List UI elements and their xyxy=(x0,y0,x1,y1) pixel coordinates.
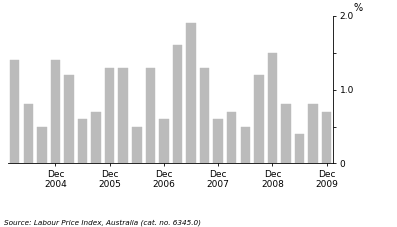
Bar xyxy=(281,104,291,163)
Bar xyxy=(78,119,87,163)
Bar xyxy=(214,119,223,163)
Bar xyxy=(146,67,155,163)
Bar xyxy=(254,75,264,163)
Bar xyxy=(132,126,142,163)
Bar xyxy=(186,23,196,163)
Bar xyxy=(105,67,114,163)
Bar xyxy=(227,112,237,163)
Bar xyxy=(51,60,60,163)
Bar xyxy=(241,126,250,163)
Bar xyxy=(37,126,46,163)
Bar xyxy=(200,67,209,163)
Bar xyxy=(173,45,182,163)
Bar xyxy=(159,119,169,163)
Bar xyxy=(295,134,304,163)
Bar xyxy=(308,104,318,163)
Bar xyxy=(118,67,128,163)
Bar xyxy=(64,75,74,163)
Bar xyxy=(322,112,331,163)
Bar xyxy=(91,112,101,163)
Bar xyxy=(10,60,19,163)
Bar xyxy=(23,104,33,163)
Bar xyxy=(268,53,277,163)
Text: Source: Labour Price Index, Australia (cat. no. 6345.0): Source: Labour Price Index, Australia (c… xyxy=(4,219,201,226)
Text: %: % xyxy=(353,3,362,13)
